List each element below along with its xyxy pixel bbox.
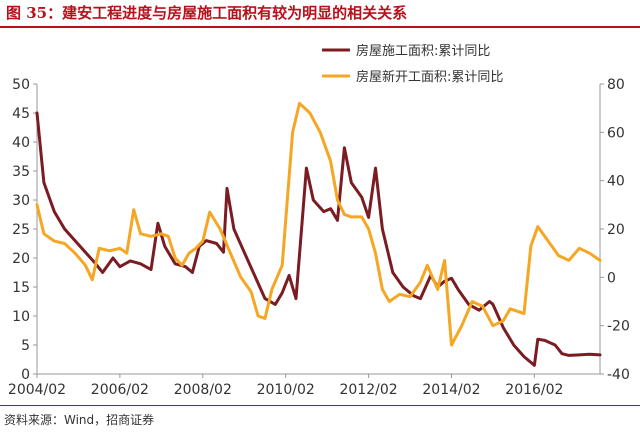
title-divider xyxy=(0,26,640,28)
legend-label-2: 房屋新开工面积:累计同比 xyxy=(356,69,503,85)
series-line-2 xyxy=(35,101,602,347)
axis-ticks: 0 5 10 15 20 25 30 35 40 45 50 -40 -20 0 20 40 60 80 2004/… xyxy=(8,77,630,398)
left-tick-label: 50 xyxy=(12,77,30,93)
source-divider xyxy=(0,405,640,406)
right-tick-label: 80 xyxy=(607,77,625,93)
series-lines xyxy=(35,101,602,367)
left-tick-label: 40 xyxy=(12,135,30,151)
right-tick-label: 20 xyxy=(607,222,625,238)
left-tick-label: 45 xyxy=(12,106,30,122)
right-tick-label: 60 xyxy=(607,125,625,141)
right-tick-label: 0 xyxy=(607,270,616,286)
x-tick-label: 2012/02 xyxy=(339,382,397,398)
right-tick-label: -40 xyxy=(607,367,630,383)
left-tick-label: 35 xyxy=(12,164,30,180)
left-tick-label: 30 xyxy=(12,193,30,209)
left-tick-label: 15 xyxy=(12,280,30,296)
x-tick-label: 2008/02 xyxy=(174,382,232,398)
series-line-1 xyxy=(35,111,602,367)
left-tick-label: 10 xyxy=(12,309,30,325)
x-tick-label: 2010/02 xyxy=(257,382,315,398)
line-chart: 0 5 10 15 20 25 30 35 40 45 50 -40 -20 0 20 40 60 80 2004/… xyxy=(8,43,630,398)
left-tick-label: 5 xyxy=(21,338,30,354)
chart-title: 图 35：建安工程进度与房屋施工面积有较为明显的相关关系 xyxy=(6,4,408,22)
right-tick-label: -20 xyxy=(607,319,630,335)
x-tick-label: 2016/02 xyxy=(505,382,563,398)
x-tick-label: 2006/02 xyxy=(91,382,149,398)
left-tick-label: 0 xyxy=(21,367,30,383)
left-tick-label: 20 xyxy=(12,251,30,267)
legend-label-1: 房屋施工面积:累计同比 xyxy=(356,43,490,59)
left-tick-label: 25 xyxy=(12,222,30,238)
x-tick-label: 2014/02 xyxy=(422,382,480,398)
source-note: 资料来源：Wind，招商证券 xyxy=(4,413,155,427)
right-tick-label: 40 xyxy=(607,174,625,190)
x-tick-label: 2004/02 xyxy=(8,382,66,398)
